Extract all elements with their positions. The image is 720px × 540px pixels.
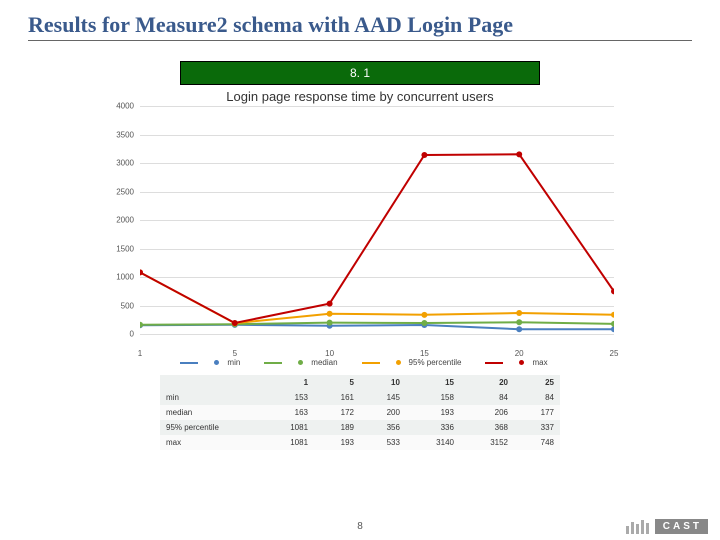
series-marker bbox=[516, 151, 522, 157]
table-row: 95% percentile1081189356336368337 bbox=[160, 420, 560, 435]
page-title: Results for Measure2 schema with AAD Log… bbox=[28, 12, 692, 41]
table-cell: 336 bbox=[406, 420, 460, 435]
table-cell: 533 bbox=[360, 435, 406, 450]
table-cell: 172 bbox=[314, 405, 360, 420]
table-header-cell bbox=[160, 375, 260, 390]
legend-item: 95% percentile bbox=[354, 358, 462, 367]
series-marker bbox=[516, 310, 522, 316]
y-tick-label: 0 bbox=[100, 330, 134, 339]
x-tick-label: 10 bbox=[325, 349, 334, 358]
y-tick-label: 3000 bbox=[100, 159, 134, 168]
series-marker bbox=[421, 320, 427, 326]
y-tick-label: 1500 bbox=[100, 244, 134, 253]
row-label: min bbox=[160, 390, 260, 405]
table-cell: 153 bbox=[260, 390, 314, 405]
table-row: max108119353331403152748 bbox=[160, 435, 560, 450]
x-tick-label: 1 bbox=[138, 349, 142, 358]
table-row: median163172200193206177 bbox=[160, 405, 560, 420]
series-marker bbox=[611, 321, 614, 327]
x-tick-label: 20 bbox=[515, 349, 524, 358]
series-marker bbox=[516, 326, 522, 332]
y-tick-label: 1000 bbox=[100, 273, 134, 282]
table-cell: 356 bbox=[360, 420, 406, 435]
row-label: max bbox=[160, 435, 260, 450]
table-cell: 368 bbox=[460, 420, 514, 435]
series-marker bbox=[516, 319, 522, 325]
table-cell: 193 bbox=[406, 405, 460, 420]
line-chart: 05001000150020002500300035004000 1510152… bbox=[100, 106, 620, 346]
row-label: median bbox=[160, 405, 260, 420]
table-header-cell: 10 bbox=[360, 375, 406, 390]
series-marker bbox=[327, 301, 333, 307]
x-tick-label: 5 bbox=[233, 349, 237, 358]
x-tick-label: 15 bbox=[420, 349, 429, 358]
table-header-cell: 25 bbox=[514, 375, 560, 390]
table-cell: 3140 bbox=[406, 435, 460, 450]
table-cell: 163 bbox=[260, 405, 314, 420]
series-marker bbox=[611, 326, 614, 332]
logo-bars-icon bbox=[626, 520, 649, 534]
table-cell: 206 bbox=[460, 405, 514, 420]
table-cell: 1081 bbox=[260, 435, 314, 450]
table-cell: 84 bbox=[514, 390, 560, 405]
series-marker bbox=[421, 152, 427, 158]
series-line bbox=[140, 272, 614, 323]
table-cell: 145 bbox=[360, 390, 406, 405]
table-cell: 748 bbox=[514, 435, 560, 450]
y-tick-label: 3500 bbox=[100, 130, 134, 139]
chart-legend: min median 95% percentile max bbox=[0, 358, 720, 367]
data-table: 1510152025 min1531611451588484median1631… bbox=[160, 375, 560, 450]
y-tick-label: 4000 bbox=[100, 102, 134, 111]
table-cell: 158 bbox=[406, 390, 460, 405]
y-tick-label: 500 bbox=[100, 301, 134, 310]
section-badge: 8. 1 bbox=[180, 61, 540, 85]
series-line bbox=[140, 325, 614, 329]
brand-label: CAST bbox=[655, 519, 708, 534]
table-cell: 189 bbox=[314, 420, 360, 435]
table-header-cell: 1 bbox=[260, 375, 314, 390]
table-cell: 177 bbox=[514, 405, 560, 420]
legend-item: min bbox=[172, 358, 240, 367]
row-label: 95% percentile bbox=[160, 420, 260, 435]
series-marker bbox=[327, 311, 333, 317]
gridline bbox=[140, 334, 614, 335]
y-tick-label: 2000 bbox=[100, 216, 134, 225]
table-cell: 84 bbox=[460, 390, 514, 405]
footer-logo: CAST bbox=[626, 519, 708, 534]
series-marker bbox=[611, 312, 614, 318]
table-cell: 3152 bbox=[460, 435, 514, 450]
table-cell: 337 bbox=[514, 420, 560, 435]
series-marker bbox=[421, 312, 427, 318]
table-header-cell: 5 bbox=[314, 375, 360, 390]
series-marker bbox=[232, 320, 238, 326]
table-header-cell: 20 bbox=[460, 375, 514, 390]
table-row: min1531611451588484 bbox=[160, 390, 560, 405]
series-line bbox=[140, 154, 614, 323]
table-cell: 193 bbox=[314, 435, 360, 450]
series-marker bbox=[327, 320, 333, 326]
y-tick-label: 2500 bbox=[100, 187, 134, 196]
series-line bbox=[140, 322, 614, 324]
page-number: 8 bbox=[0, 521, 720, 532]
table-cell: 200 bbox=[360, 405, 406, 420]
x-tick-label: 25 bbox=[610, 349, 619, 358]
legend-item: max bbox=[477, 358, 547, 367]
table-header-cell: 15 bbox=[406, 375, 460, 390]
legend-item: median bbox=[256, 358, 337, 367]
table-cell: 161 bbox=[314, 390, 360, 405]
table-cell: 1081 bbox=[260, 420, 314, 435]
